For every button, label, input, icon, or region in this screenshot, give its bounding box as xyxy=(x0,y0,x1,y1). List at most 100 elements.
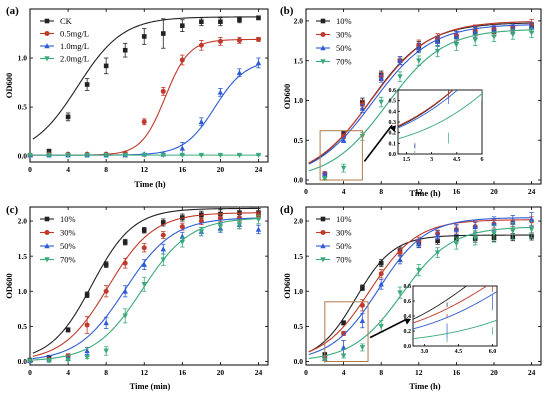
data-point xyxy=(453,42,460,48)
data-point xyxy=(528,216,535,222)
data-point xyxy=(179,145,186,151)
data-point xyxy=(322,171,328,177)
data-point xyxy=(179,239,186,246)
legend-marker xyxy=(44,257,50,263)
data-point xyxy=(434,38,441,44)
inset-fit-line xyxy=(413,319,497,340)
panel-label: (d) xyxy=(280,204,294,216)
data-point xyxy=(359,302,365,308)
plot-frame xyxy=(305,206,542,366)
data-point xyxy=(65,327,71,333)
data-point xyxy=(217,152,224,159)
y-axis-label: OD600 xyxy=(282,84,292,110)
x-tick-label: 12 xyxy=(140,368,148,377)
x-tick-label: 16 xyxy=(453,187,461,196)
legend-label: 1.0mg/L xyxy=(60,41,89,51)
data-point xyxy=(255,60,262,66)
data-point xyxy=(103,288,109,294)
data-point xyxy=(472,223,478,229)
legend-marker xyxy=(320,216,326,222)
x-axis-label: Time (h) xyxy=(134,179,165,189)
plot-frame xyxy=(29,8,269,163)
data-point xyxy=(255,36,261,42)
data-point xyxy=(416,58,422,64)
x-tick-label: 12 xyxy=(140,165,148,174)
x-tick-label: 20 xyxy=(217,165,225,174)
legend-label: 30% xyxy=(336,30,352,40)
data-point xyxy=(141,119,147,125)
legend: 10% 30% 50% 70% xyxy=(316,16,352,67)
legend-marker xyxy=(320,45,326,51)
data-point xyxy=(397,250,403,256)
series-2 xyxy=(27,57,262,158)
data-point xyxy=(141,152,147,159)
data-point xyxy=(160,232,166,238)
data-point xyxy=(397,74,403,80)
data-point xyxy=(340,344,347,350)
legend: 10% 30% 50% 70% xyxy=(40,214,76,265)
zoom-arrow xyxy=(369,318,408,339)
data-point xyxy=(237,17,242,23)
panel-label: (c) xyxy=(6,204,19,216)
data-point xyxy=(510,228,516,234)
data-point xyxy=(27,152,33,159)
x-tick-label: 4 xyxy=(342,368,346,377)
legend-label: 2.0mg/L xyxy=(60,54,89,64)
legend: 10% 30% 50% 70% xyxy=(316,214,352,265)
y-tick-label: 1.0 xyxy=(18,54,28,63)
x-tick-label: 8 xyxy=(379,368,383,377)
y-tick-label: 1.0 xyxy=(18,287,28,296)
data-point xyxy=(491,231,497,237)
legend-label: 70% xyxy=(336,57,352,67)
fit-line xyxy=(32,207,258,354)
legend-marker xyxy=(320,257,326,263)
plot-frame xyxy=(305,8,542,185)
data-point xyxy=(141,281,147,288)
inset-y-tick-label: 0.2 xyxy=(404,329,412,335)
data-point xyxy=(255,217,262,223)
y-tick-label: 2.0 xyxy=(18,217,28,226)
y-tick-label: 0.5 xyxy=(294,322,304,331)
data-point xyxy=(103,319,109,326)
x-tick-label: 20 xyxy=(490,368,498,377)
legend-label: 30% xyxy=(60,228,76,238)
inset-fit-line xyxy=(398,90,459,129)
series-3 xyxy=(27,152,262,159)
inset-x-tick-label: 3.0 xyxy=(421,349,429,355)
data-point xyxy=(84,292,90,298)
x-tick-label: 16 xyxy=(453,368,461,377)
x-tick-label: 24 xyxy=(255,368,263,377)
data-point xyxy=(416,267,422,274)
data-point xyxy=(359,345,366,351)
inset-y-tick-label: 0.3 xyxy=(389,120,397,126)
data-point xyxy=(491,27,497,33)
y-tick-label: 1.0 xyxy=(294,96,304,105)
data-point xyxy=(378,281,384,287)
y-tick-label: 1.5 xyxy=(294,56,304,65)
data-point xyxy=(46,358,52,364)
legend-label: 50% xyxy=(336,241,352,251)
zoom-box xyxy=(319,130,363,181)
legend-label: 0.5mg/L xyxy=(60,29,89,39)
y-axis-label: OD600 xyxy=(4,273,14,299)
y-tick-label: 0.5 xyxy=(18,103,28,112)
inset: 3.0 4.5 6.0 0.0 0.2 0.4 0.6 0.8 xyxy=(404,284,498,355)
legend-marker xyxy=(320,32,326,37)
legend-marker xyxy=(320,59,326,65)
data-point xyxy=(434,48,441,55)
data-point xyxy=(217,38,223,44)
legend-marker xyxy=(320,230,326,235)
data-point xyxy=(340,165,347,171)
data-point xyxy=(322,176,328,182)
inset-y-tick-label: 0.0 xyxy=(404,344,412,350)
data-point xyxy=(65,114,71,120)
fit-line xyxy=(32,212,258,357)
data-point xyxy=(378,75,384,81)
data-point xyxy=(360,285,365,291)
inset-y-tick-label: 0.5 xyxy=(389,99,397,105)
legend-label: 70% xyxy=(336,255,352,265)
inset-x-tick-label: 1.5 xyxy=(403,157,411,163)
data-point xyxy=(103,63,109,69)
legend-marker xyxy=(44,243,50,249)
plot-frame xyxy=(29,206,269,366)
